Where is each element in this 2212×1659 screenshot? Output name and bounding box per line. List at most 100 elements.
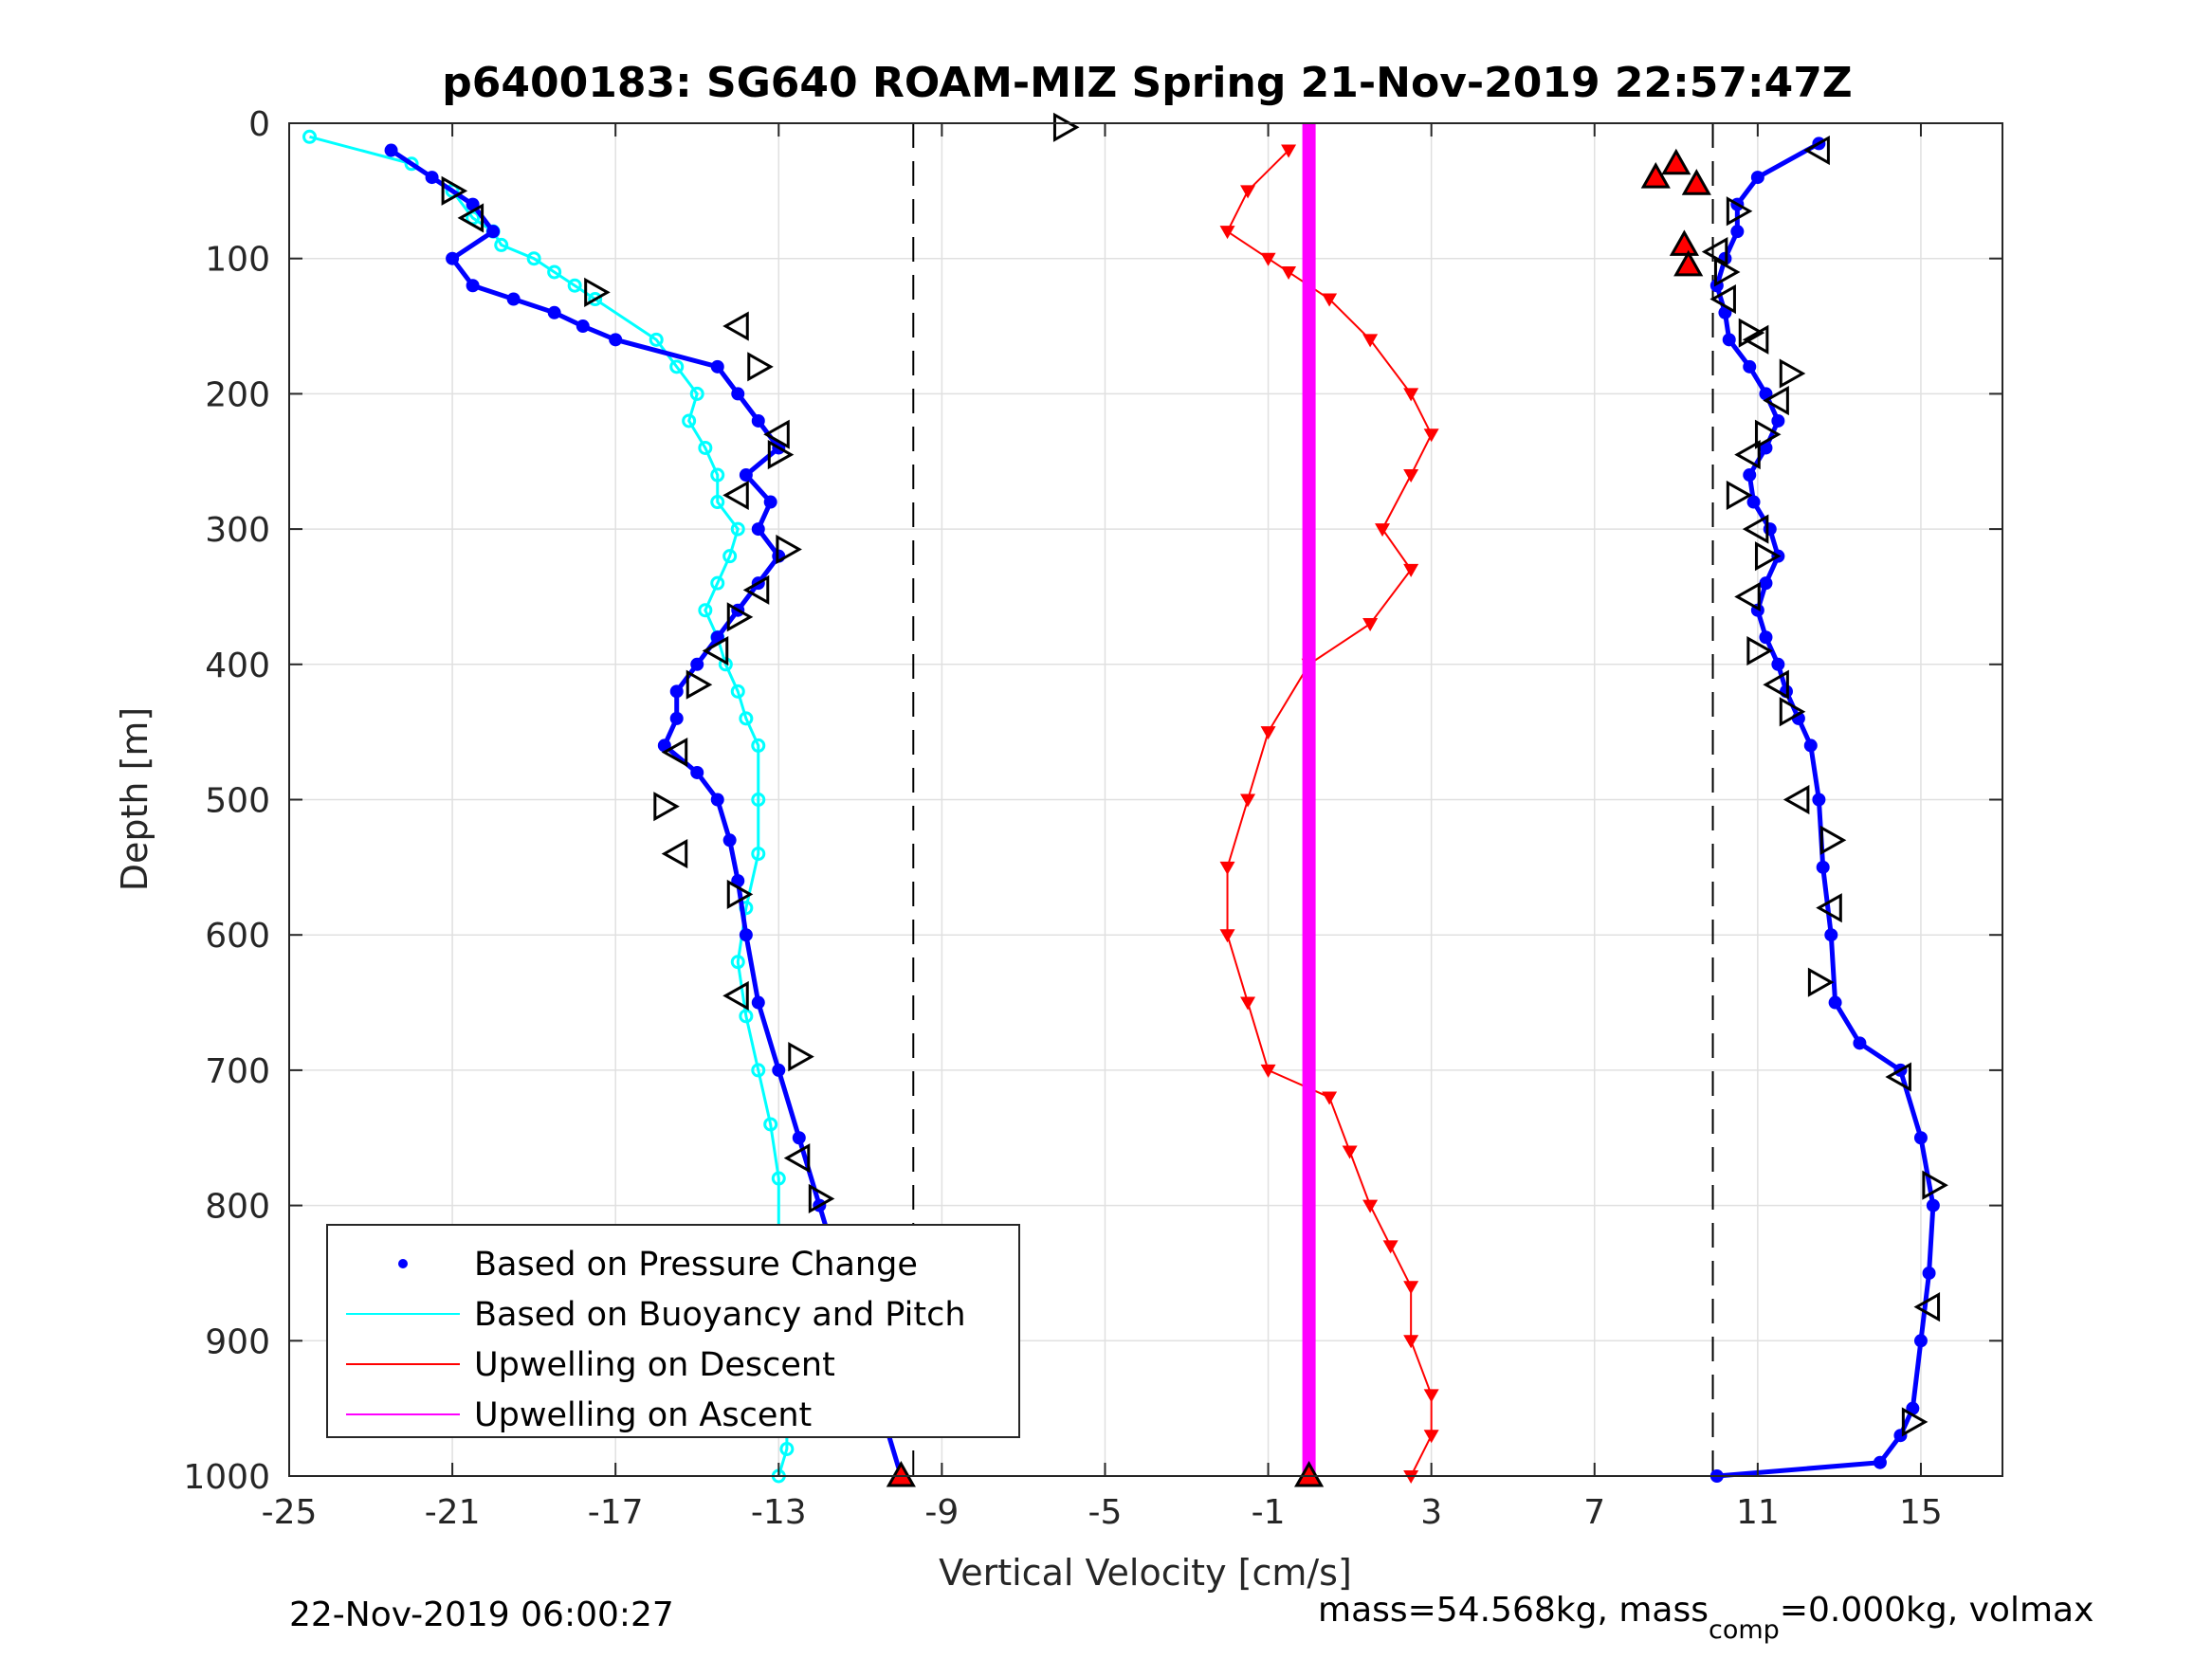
pressure-descent-point xyxy=(751,413,765,428)
pressure-descent-point xyxy=(763,495,777,509)
y-tick-label: 200 xyxy=(205,375,270,414)
x-tick-label: -9 xyxy=(924,1493,959,1532)
pressure-descent-point xyxy=(425,171,439,185)
ascent-open-triangle xyxy=(1763,385,1789,416)
pressure-ascent-point xyxy=(1816,860,1830,874)
ascent-open-triangle xyxy=(1713,257,1741,287)
pressure-descent-point xyxy=(722,833,737,848)
upwelling-descent-point xyxy=(1260,726,1276,740)
pressure-ascent-point xyxy=(1771,657,1785,671)
pressure-ascent-point xyxy=(1926,1198,1940,1212)
upwelling-descent-point xyxy=(1423,1389,1439,1403)
legend-items: Based on Pressure Change Based on Buoyanc… xyxy=(346,1246,966,1434)
legend: Based on Pressure Change Based on Buoyanc… xyxy=(326,1224,1020,1438)
pressure-ascent-point xyxy=(1750,171,1764,185)
upwelling-descent-point xyxy=(1382,1240,1398,1254)
ascent-open-triangle xyxy=(1701,236,1728,267)
pressure-descent-point xyxy=(792,1131,806,1145)
pressure-descent-point xyxy=(710,359,724,374)
legend-label: Upwelling on Ascent xyxy=(474,1396,812,1434)
pressure-ascent-point xyxy=(1873,1455,1887,1469)
buoyancy-pitch-point xyxy=(763,1117,778,1132)
pressure-ascent-point xyxy=(1828,995,1842,1010)
descent-open-triangle xyxy=(726,879,754,909)
pressure-descent-point xyxy=(576,319,590,334)
upwelling-descent-point xyxy=(1219,861,1235,875)
y-tick-label: 900 xyxy=(205,1322,270,1361)
ascent-open-triangle xyxy=(1742,324,1769,355)
y-tick-label: 600 xyxy=(205,917,270,956)
buoyancy-pitch-point xyxy=(739,1009,754,1024)
buoyancy-pitch-point xyxy=(751,1063,766,1078)
buoyancy-pitch-point xyxy=(710,467,725,483)
descent-open-triangle xyxy=(722,311,749,341)
pressure-descent-point xyxy=(486,225,501,239)
upwelling-descent-point xyxy=(1240,185,1256,199)
upwelling-descent-point xyxy=(1240,996,1256,1011)
pressure-descent-point xyxy=(690,765,704,779)
ascent-open-triangle xyxy=(1803,135,1830,166)
filled-red-triangle xyxy=(1661,148,1691,175)
ascent-open-triangle xyxy=(1779,358,1806,389)
x-tick-label: -5 xyxy=(1088,1493,1123,1532)
pressure-descent-point xyxy=(669,711,684,725)
upwelling-descent-point xyxy=(1403,388,1419,402)
descent-open-triangle xyxy=(788,1042,814,1072)
descent-open-triangle xyxy=(808,1183,835,1214)
pressure-ascent-point xyxy=(1763,522,1777,537)
pressure-descent-point xyxy=(731,387,745,401)
ascent-open-triangle xyxy=(1922,1170,1948,1200)
pressure-descent-point xyxy=(690,657,704,671)
pressure-ascent-point xyxy=(1853,1036,1867,1050)
filled-red-triangle xyxy=(1673,249,1704,277)
buoyancy-pitch-point xyxy=(567,278,582,293)
upwelling-descent-point xyxy=(1260,1064,1276,1078)
buoyancy-pitch-point xyxy=(751,847,766,862)
pressure-ascent-point xyxy=(1743,468,1757,483)
buoyancy-pitch-point xyxy=(588,292,603,307)
descent-open-triangle xyxy=(722,980,749,1011)
pressure-descent-point xyxy=(710,793,724,807)
pressure-descent-point xyxy=(609,333,623,347)
upwelling-descent-point xyxy=(1260,252,1276,266)
upwelling-descent-point xyxy=(1322,293,1338,307)
buoyancy-pitch-point xyxy=(526,251,541,266)
filled-red-triangle xyxy=(1669,229,1699,256)
descent-open-triangle xyxy=(747,352,774,382)
pressure-ascent-point xyxy=(1743,359,1757,374)
footer-timestamp: 22-Nov-2019 06:00:27 xyxy=(289,1595,674,1634)
descent-open-triangle xyxy=(441,175,468,206)
marker-layer xyxy=(441,112,1948,1487)
x-ticks: -25 -21 -17 -13 -9 -5 -1 3 7 11 15 xyxy=(262,123,1943,1532)
ascent-open-triangle xyxy=(1816,893,1842,923)
pressure-ascent-point xyxy=(1893,1429,1908,1443)
descent-open-triangle xyxy=(661,737,688,768)
buoyancy-pitch-point xyxy=(682,413,697,428)
buoyancy-pitch-point xyxy=(669,359,685,374)
buoyancy-pitch-point xyxy=(730,521,745,537)
legend-label: Upwelling on Descent xyxy=(474,1346,835,1384)
pressure-ascent-point xyxy=(1746,495,1761,509)
y-axis-label: Depth [m] xyxy=(114,707,155,892)
footer-mass-a: mass=54.568kg, mass xyxy=(1318,1591,1709,1630)
ascent-open-triangle xyxy=(1885,1062,1911,1092)
ascent-open-triangle xyxy=(1754,541,1782,572)
x-tick-label: -1 xyxy=(1252,1493,1286,1532)
upwelling-descent-point xyxy=(1403,1335,1419,1349)
pressure-descent-point xyxy=(772,1063,786,1077)
buoyancy-pitch-point xyxy=(739,711,754,726)
pressure-ascent-point xyxy=(1913,1131,1928,1145)
ascent-open-triangle xyxy=(1782,784,1810,815)
legend-label: Based on Buoyancy and Pitch xyxy=(474,1296,966,1334)
ascent-open-triangle xyxy=(1738,318,1765,348)
pressure-descent-point xyxy=(669,684,684,699)
buoyancy-pitch-point xyxy=(751,793,766,807)
ascent-open-triangle xyxy=(1734,440,1761,470)
buoyancy-pitch-point xyxy=(730,955,745,970)
ascent-open-triangle xyxy=(1734,581,1761,612)
upwelling-ascent-line xyxy=(1302,123,1316,1476)
buoyancy-pitch-point xyxy=(710,575,725,591)
pressure-ascent-point xyxy=(1812,793,1826,807)
buoyancy-pitch-point xyxy=(404,156,419,172)
